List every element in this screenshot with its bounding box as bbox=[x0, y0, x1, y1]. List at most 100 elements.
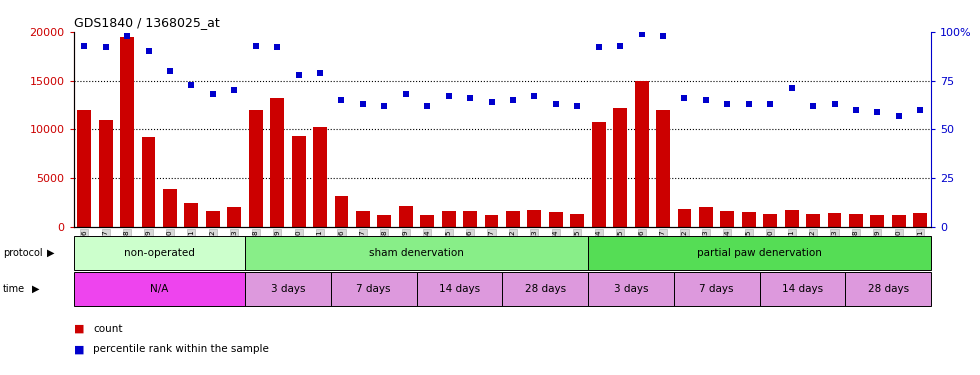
Point bbox=[741, 101, 757, 107]
Text: ■: ■ bbox=[74, 324, 87, 334]
Bar bbox=[141, 137, 156, 227]
Bar bbox=[570, 214, 584, 227]
Bar bbox=[549, 212, 563, 227]
Bar bbox=[99, 120, 113, 227]
Bar bbox=[699, 207, 712, 227]
Text: 7 days: 7 days bbox=[357, 284, 391, 294]
Point bbox=[183, 81, 199, 87]
Text: 3 days: 3 days bbox=[270, 284, 305, 294]
Point bbox=[463, 95, 478, 101]
Bar bbox=[292, 136, 306, 227]
Point bbox=[634, 31, 650, 37]
Text: protocol: protocol bbox=[3, 248, 42, 258]
Bar bbox=[656, 110, 670, 227]
Bar bbox=[592, 122, 606, 227]
Bar bbox=[74, 272, 245, 306]
Point bbox=[612, 42, 628, 48]
Bar bbox=[588, 236, 931, 270]
Point bbox=[891, 113, 907, 119]
Text: time: time bbox=[3, 284, 25, 294]
Bar bbox=[807, 214, 820, 227]
Point bbox=[355, 101, 370, 107]
Bar bbox=[674, 272, 760, 306]
Bar bbox=[270, 98, 284, 227]
Text: ■: ■ bbox=[74, 345, 87, 354]
Point bbox=[76, 42, 92, 48]
Text: ▶: ▶ bbox=[47, 248, 55, 258]
Point bbox=[98, 45, 114, 51]
Point bbox=[827, 101, 843, 107]
Bar bbox=[334, 196, 349, 227]
Point bbox=[676, 95, 692, 101]
Bar bbox=[313, 128, 327, 227]
Bar bbox=[527, 210, 541, 227]
Point bbox=[912, 107, 928, 113]
Point bbox=[784, 86, 800, 92]
Text: percentile rank within the sample: percentile rank within the sample bbox=[93, 345, 269, 354]
Text: 28 days: 28 days bbox=[867, 284, 908, 294]
Text: 3 days: 3 days bbox=[613, 284, 648, 294]
Bar bbox=[121, 37, 134, 227]
Bar bbox=[206, 211, 220, 227]
Bar bbox=[484, 215, 499, 227]
Point bbox=[484, 99, 500, 105]
Point bbox=[719, 101, 735, 107]
Bar bbox=[227, 207, 241, 227]
Text: N/A: N/A bbox=[150, 284, 169, 294]
Bar bbox=[588, 272, 674, 306]
Text: 14 days: 14 days bbox=[439, 284, 480, 294]
Bar bbox=[245, 272, 331, 306]
Text: count: count bbox=[93, 324, 122, 334]
Text: 14 days: 14 days bbox=[782, 284, 823, 294]
Point bbox=[141, 48, 157, 54]
Bar bbox=[913, 213, 927, 227]
Bar bbox=[331, 272, 416, 306]
Point bbox=[226, 87, 242, 93]
Point bbox=[698, 97, 713, 103]
Point bbox=[162, 68, 177, 74]
Point bbox=[419, 103, 435, 109]
Bar bbox=[442, 211, 456, 227]
Bar bbox=[742, 212, 756, 227]
Text: 28 days: 28 days bbox=[524, 284, 565, 294]
Point bbox=[848, 107, 863, 113]
Point bbox=[248, 42, 264, 48]
Point bbox=[313, 70, 328, 76]
Text: partial paw denervation: partial paw denervation bbox=[697, 248, 822, 258]
Text: ▶: ▶ bbox=[32, 284, 40, 294]
Point bbox=[333, 97, 349, 103]
Point bbox=[120, 33, 135, 39]
Bar bbox=[677, 209, 692, 227]
Bar bbox=[464, 211, 477, 227]
Point bbox=[398, 91, 414, 97]
Bar bbox=[245, 236, 588, 270]
Point bbox=[270, 45, 285, 51]
Bar bbox=[399, 206, 413, 227]
Point bbox=[376, 103, 392, 109]
Bar bbox=[416, 272, 502, 306]
Bar bbox=[613, 108, 627, 227]
Bar bbox=[356, 211, 369, 227]
Bar bbox=[163, 189, 177, 227]
Text: non-operated: non-operated bbox=[123, 248, 195, 258]
Text: 7 days: 7 days bbox=[700, 284, 734, 294]
Point bbox=[205, 91, 220, 97]
Bar bbox=[720, 211, 734, 227]
Point bbox=[548, 101, 564, 107]
Point bbox=[505, 97, 520, 103]
Point bbox=[441, 93, 457, 99]
Point bbox=[591, 45, 607, 51]
Point bbox=[526, 93, 542, 99]
Bar bbox=[502, 272, 588, 306]
Point bbox=[806, 103, 821, 109]
Point bbox=[569, 103, 585, 109]
Bar bbox=[420, 215, 434, 227]
Bar bbox=[184, 204, 198, 227]
Bar bbox=[249, 110, 263, 227]
Text: sham denervation: sham denervation bbox=[369, 248, 464, 258]
Point bbox=[656, 33, 671, 39]
Point bbox=[291, 72, 307, 78]
Bar bbox=[892, 215, 906, 227]
Bar bbox=[827, 213, 842, 227]
Bar bbox=[74, 236, 245, 270]
